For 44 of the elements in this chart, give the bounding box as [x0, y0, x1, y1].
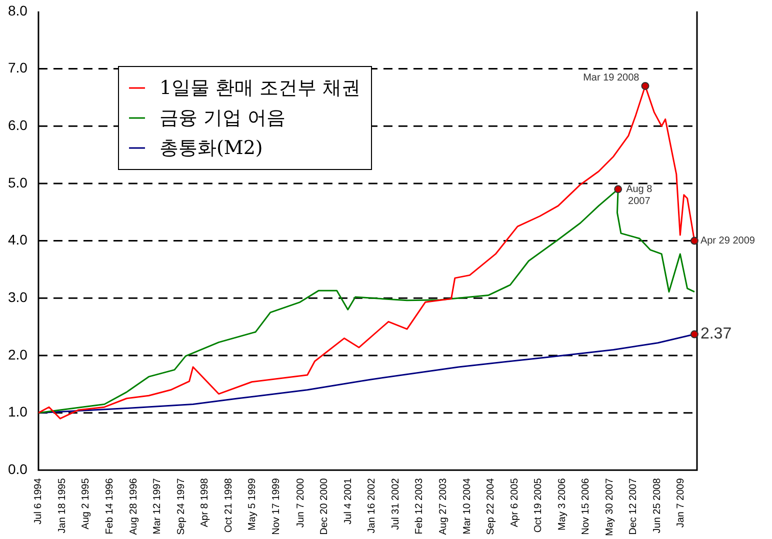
x-tick-label: May 30 2007 [604, 478, 616, 536]
x-tick-label: Dec 20 2000 [319, 478, 330, 535]
y-tick-label: 8.0 [8, 2, 28, 18]
x-tick-label: Feb 14 1996 [104, 478, 116, 534]
x-tick-label: Jan 7 2009 [676, 478, 687, 528]
y-tick-label: 4.0 [8, 232, 28, 248]
y-tick-label: 1.0 [8, 404, 28, 420]
x-tick-label: Feb 12 2003 [414, 478, 426, 534]
x-tick-label: Sep 22 2004 [486, 478, 497, 535]
x-tick-label: Apr 8 1998 [200, 478, 211, 528]
x-tick-label: Aug 2 1995 [80, 478, 92, 530]
x-tick-label: May 3 2006 [556, 478, 568, 530]
x-tick-label: Dec 12 2007 [628, 478, 640, 535]
y-tick-label: 3.0 [8, 289, 28, 305]
x-tick-label: Aug 27 2003 [438, 478, 450, 535]
x-tick-label: Jun 7 2000 [295, 478, 306, 528]
y-tick-label: 2.0 [8, 346, 28, 362]
legend-label: 총통화(M2) [159, 136, 263, 162]
x-tick-label: Sep 24 1997 [176, 478, 187, 535]
x-tick-label: Jul 31 2002 [390, 478, 402, 530]
x-tick-label: Jul 4 2001 [342, 478, 354, 524]
x-tick-label: Oct 19 2005 [533, 478, 544, 533]
x-tick-label: Mar 12 1997 [152, 478, 164, 534]
y-tick-label: 0.0 [8, 461, 28, 478]
legend-label: 1일물 환매 조건부 채권 [159, 76, 361, 102]
x-tick-label: Apr 6 2005 [509, 478, 520, 528]
x-tick-label: Mar 10 2004 [462, 478, 473, 534]
annotation: Apr 29 2009 [700, 236, 756, 247]
y-tick-label: 7.0 [8, 60, 28, 76]
annotation: 2.37 [700, 326, 732, 343]
x-tick-label: Jun 25 2008 [652, 478, 663, 534]
x-tick-label: Aug 28 1996 [128, 478, 140, 535]
y-tick-label: 5.0 [8, 174, 28, 190]
x-tick-label: Jul 6 1994 [33, 478, 44, 524]
x-tick-label: Jan 16 2002 [366, 478, 378, 534]
annotation: Mar 19 2008 [583, 72, 640, 84]
y-tick-label: 6.0 [8, 116, 28, 133]
x-tick-label: Jan 18 1995 [56, 478, 68, 534]
x-tick-label: Nov 15 2006 [580, 478, 592, 535]
legend-label: 금융 기업 어음 [159, 106, 286, 132]
x-tick-label: Oct 21 1998 [223, 478, 234, 533]
x-tick-label: Nov 17 1999 [270, 478, 282, 535]
annotation: Aug 8 2007 [626, 184, 653, 207]
x-tick-label: May 5 1999 [247, 478, 258, 530]
